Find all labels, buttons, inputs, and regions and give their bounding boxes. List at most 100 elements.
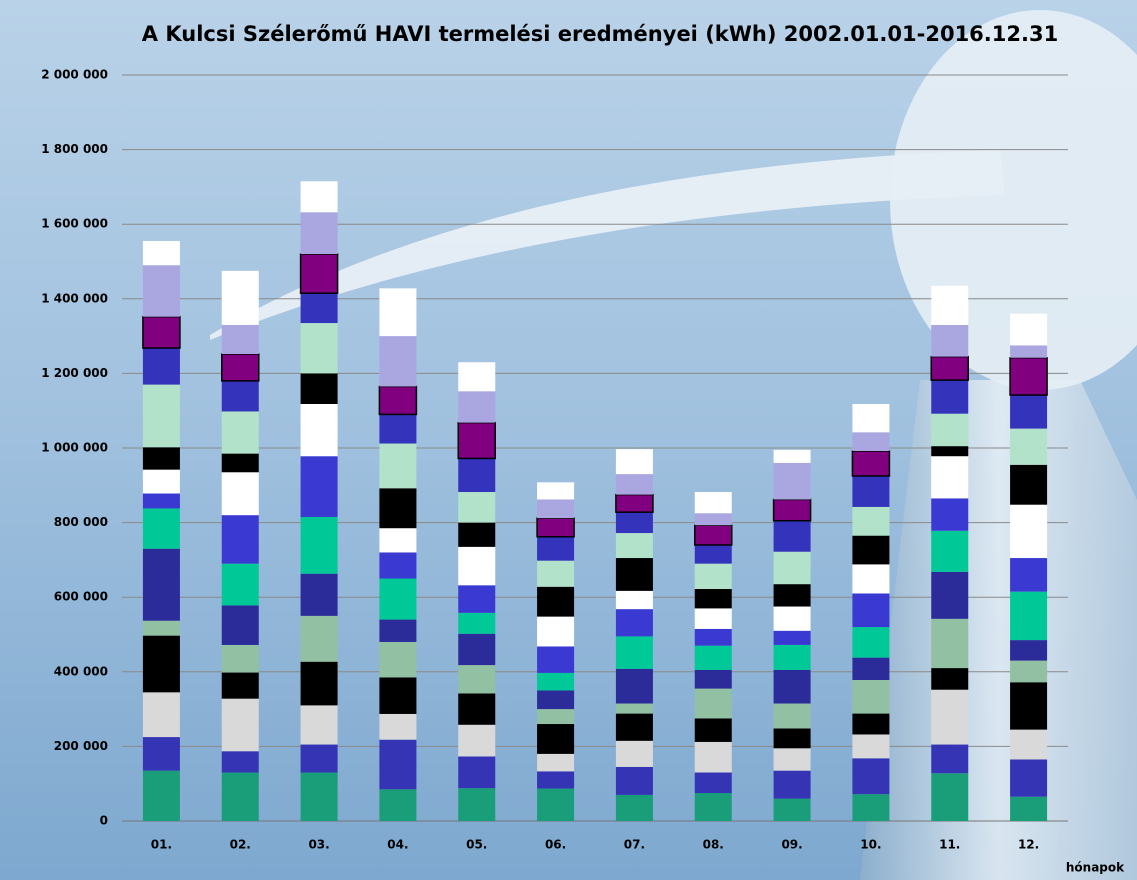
bar-segment [222,411,259,453]
x-tick-label: 10. [860,838,881,852]
bar-segment [616,512,653,533]
bar-segment [695,773,732,794]
x-tick-label: 12. [1018,838,1039,852]
bar-segment [379,579,416,620]
bar-segment [379,386,416,414]
bar-segment [695,718,732,741]
bar-segment [616,558,653,591]
bar-segment [458,391,495,422]
bar-segment [143,737,180,771]
y-tick-label: 1 600 000 [41,217,108,231]
chart: A Kulcsi Szélerőmű HAVI termelési eredmé… [0,0,1137,880]
bar-segment [774,463,811,500]
bar-segment [143,348,180,385]
bar-segment [379,414,416,443]
bar-segment [774,748,811,770]
bar-segment [301,745,338,773]
bar-segment [931,572,968,619]
bar-segment [1010,640,1047,661]
bar-segment [616,533,653,558]
bar-segment [301,323,338,373]
bar-segment [1010,465,1047,505]
x-tick-label: 06. [545,838,566,852]
chart-title: A Kulcsi Szélerőmű HAVI termelési eredmé… [142,22,1058,46]
bar-segment [379,714,416,740]
bar-segment [695,608,732,629]
bar-segment [301,662,338,706]
bar-segment [379,488,416,528]
bar-segment [616,449,653,474]
bar-segment [301,254,338,293]
y-tick-label: 2 000 000 [41,68,108,82]
bar-segment [774,521,811,552]
bar-segment [774,771,811,799]
bar-segment [695,545,732,564]
x-tick-label: 07. [624,838,645,852]
bar-segment [458,585,495,613]
bar-segment [537,561,574,587]
bar-segment [537,724,574,754]
bar-segment [1010,558,1047,592]
bar-segment [143,549,180,621]
bar-segment [616,636,653,668]
bar-segment [695,589,732,608]
bar-segment [852,564,889,593]
bar-segment [143,494,180,509]
bar-segment [852,658,889,680]
bar-segment [143,265,180,316]
bar-segment [222,673,259,699]
bar-segment [537,617,574,647]
y-tick-label: 1 000 000 [41,441,108,455]
bar-segment [931,668,968,690]
bar-segment [222,354,259,381]
bar-segment [537,771,574,788]
x-tick-label: 11. [939,838,960,852]
bar-segment [143,241,180,265]
bar-segment [301,616,338,662]
bar-segment [695,689,732,719]
bar-segment [1010,395,1047,429]
x-axis-label: hónapok [1066,861,1125,875]
bar-segment [616,795,653,821]
bar-segment [931,325,968,357]
y-tick-label: 1 400 000 [41,291,108,305]
bar-segment [852,507,889,536]
bar-segment [458,362,495,391]
bar-segment [616,474,653,495]
bar-segment [1010,661,1047,683]
bar-segment [774,552,811,584]
bar-segment [931,414,968,446]
bar-segment [143,447,180,469]
y-tick-label: 400 000 [54,664,108,678]
bar-segment [852,451,889,476]
bar-segment [695,492,732,513]
bar-segment [616,669,653,704]
bar-segment [931,619,968,668]
bar-segment [143,470,180,494]
y-tick-label: 1 800 000 [41,142,108,156]
bar-segment [379,740,416,790]
bar-segment [143,508,180,548]
bar-segment [1010,730,1047,760]
bar-segment [301,404,338,456]
bar-segment [222,751,259,772]
bar-segment [616,714,653,741]
bar-segment [379,677,416,714]
bar-segment [301,705,338,744]
bar-segment [143,692,180,737]
bar-segment [537,690,574,709]
bar-segment [695,742,732,773]
bar-segment [143,385,180,448]
bar-segment [222,564,259,606]
x-tick-label: 02. [230,838,251,852]
bar-segment [379,642,416,677]
bar-segment [695,670,732,689]
bar-segment [301,293,338,323]
bar-segment [458,756,495,788]
bar-segment [143,636,180,693]
bar-segment [222,381,259,412]
bar-segment [143,621,180,636]
bar-segment [695,629,732,646]
x-tick-label: 04. [387,838,408,852]
bar-segment [931,531,968,572]
